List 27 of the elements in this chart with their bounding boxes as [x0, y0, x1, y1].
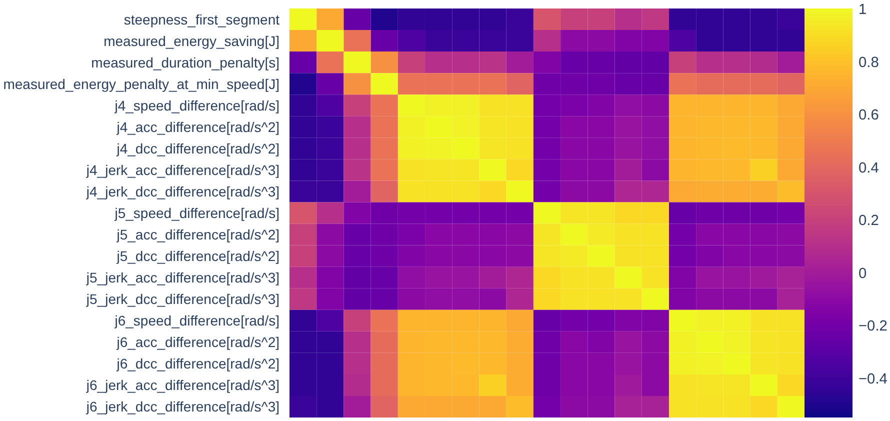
- y-tick-label: j5_jerk_dcc_difference[rad/s^3]: [85, 291, 280, 308]
- color-bar-label: 0: [858, 266, 867, 282]
- y-tick-label: j4_speed_difference[rad/s]: [114, 97, 280, 114]
- y-tick-label: j5_speed_difference[rad/s]: [114, 205, 280, 221]
- y-tick-label: j6_jerk_dcc_difference[rad/s^3]: [85, 398, 280, 415]
- y-tick-label: j4_acc_difference[rad/s^2]: [116, 118, 280, 135]
- y-tick-label: steepness_first_segment: [124, 11, 280, 28]
- y-tick-label: measured_duration_penalty[s]: [91, 54, 280, 70]
- y-tick-label: j6_jerk_acc_difference[rad/s^3]: [85, 377, 280, 394]
- y-tick-label: j6_acc_difference[rad/s^2]: [116, 334, 280, 350]
- y-tick-label: measured_energy_penalty_at_min_speed[J]: [3, 76, 280, 92]
- color-bar-label: −0.2: [858, 318, 888, 335]
- y-tick-label: j5_jerk_acc_difference[rad/s^3]: [85, 270, 280, 286]
- color-bar-label: −0.4: [858, 371, 888, 388]
- y-tick-label: j4_jerk_dcc_difference[rad/s^3]: [85, 183, 280, 200]
- y-tick-label: j4_jerk_acc_difference[rad/s^3]: [85, 162, 280, 178]
- color-bar-label: 0.2: [858, 213, 879, 230]
- y-tick-label: j5_dcc_difference[rad/s^2]: [116, 248, 280, 264]
- y-tick-label: j4_dcc_difference[rad/s^2]: [116, 140, 280, 156]
- y-tick-label: measured_energy_saving[J]: [104, 32, 280, 49]
- color-bar-label: 1: [858, 2, 867, 18]
- color-bar-label: 0.8: [858, 54, 879, 71]
- y-tick-label: j6_speed_difference[rad/s]: [114, 312, 280, 329]
- color-bar-label: 0.4: [858, 160, 879, 176]
- y-tick-label: j6_dcc_difference[rad/s^2]: [116, 356, 280, 372]
- color-bar-label: 0.6: [858, 108, 879, 124]
- y-tick-label: j5_acc_difference[rad/s^2]: [116, 226, 280, 243]
